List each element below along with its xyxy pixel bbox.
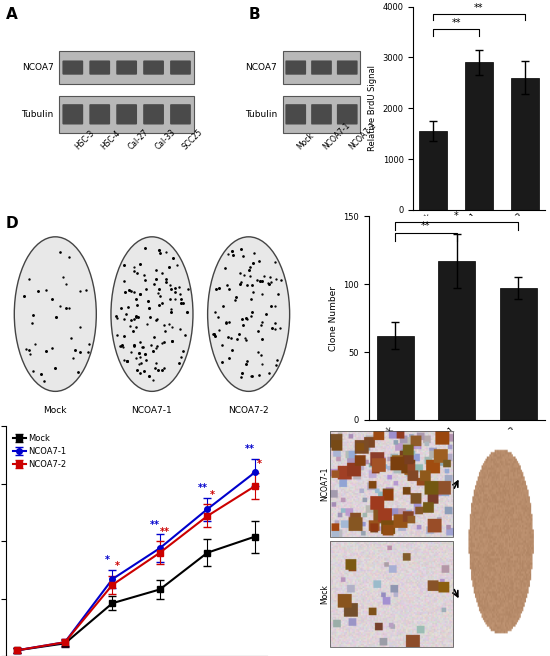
Text: Cal-27: Cal-27: [126, 127, 150, 152]
FancyBboxPatch shape: [89, 60, 110, 75]
Text: B: B: [249, 7, 260, 22]
Text: *: *: [105, 556, 110, 565]
FancyBboxPatch shape: [311, 104, 332, 125]
Bar: [59, 51, 194, 84]
Text: **: **: [421, 221, 431, 232]
Bar: [438, 261, 475, 420]
FancyBboxPatch shape: [337, 104, 358, 125]
Text: NCOA7-2: NCOA7-2: [347, 121, 378, 152]
Text: NCOA7-1: NCOA7-1: [131, 405, 172, 415]
Bar: [465, 62, 493, 210]
FancyBboxPatch shape: [285, 60, 306, 75]
Bar: [283, 96, 360, 133]
Text: Tubulin: Tubulin: [21, 110, 53, 119]
FancyBboxPatch shape: [62, 104, 83, 125]
Text: NCOA7: NCOA7: [22, 63, 53, 72]
FancyBboxPatch shape: [89, 104, 110, 125]
FancyBboxPatch shape: [285, 104, 306, 125]
FancyBboxPatch shape: [170, 104, 191, 125]
Text: *: *: [257, 459, 262, 469]
Bar: [59, 96, 194, 133]
Text: C: C: [374, 0, 385, 3]
Bar: [511, 77, 538, 210]
Legend: Mock, NCOA7-1, NCOA7-2: Mock, NCOA7-1, NCOA7-2: [10, 430, 69, 472]
Bar: [329, 431, 453, 537]
Text: NCOA7-1: NCOA7-1: [321, 466, 329, 501]
FancyBboxPatch shape: [143, 60, 164, 75]
Bar: [329, 541, 453, 647]
FancyBboxPatch shape: [116, 60, 137, 75]
Y-axis label: Clone Number: Clone Number: [329, 285, 338, 351]
Bar: [499, 289, 536, 420]
Text: HSC-3: HSC-3: [73, 129, 96, 152]
Ellipse shape: [208, 237, 290, 392]
FancyBboxPatch shape: [143, 104, 164, 125]
Bar: [377, 336, 414, 420]
Text: NCOA7-2: NCOA7-2: [228, 405, 269, 415]
FancyBboxPatch shape: [62, 60, 83, 75]
Y-axis label: Relative BrdU Signal: Relative BrdU Signal: [368, 65, 377, 152]
Text: SCC25: SCC25: [180, 127, 205, 152]
Bar: [419, 131, 447, 210]
Text: **: **: [160, 527, 170, 537]
Text: NCOA7: NCOA7: [245, 63, 277, 72]
FancyBboxPatch shape: [311, 60, 332, 75]
Text: Cal-33: Cal-33: [153, 127, 178, 152]
Text: A: A: [6, 7, 17, 22]
Text: *: *: [454, 211, 459, 220]
Ellipse shape: [14, 237, 96, 392]
Bar: [283, 51, 360, 84]
Text: *: *: [114, 561, 120, 571]
FancyBboxPatch shape: [337, 60, 358, 75]
Ellipse shape: [111, 237, 193, 392]
FancyBboxPatch shape: [116, 104, 137, 125]
Text: D: D: [6, 216, 18, 232]
Text: **: **: [245, 444, 255, 454]
Text: NCOA7-1: NCOA7-1: [322, 121, 352, 152]
Text: **: **: [197, 483, 208, 493]
Text: **: **: [150, 520, 160, 530]
Text: HSC-4: HSC-4: [100, 129, 123, 152]
Text: Mock: Mock: [321, 584, 329, 604]
Text: Mock: Mock: [43, 405, 67, 415]
Text: Mock: Mock: [296, 131, 316, 152]
Text: *: *: [210, 490, 215, 500]
Text: **: **: [451, 18, 461, 28]
Text: **: **: [474, 3, 483, 12]
FancyBboxPatch shape: [170, 60, 191, 75]
Text: Tubulin: Tubulin: [245, 110, 277, 119]
